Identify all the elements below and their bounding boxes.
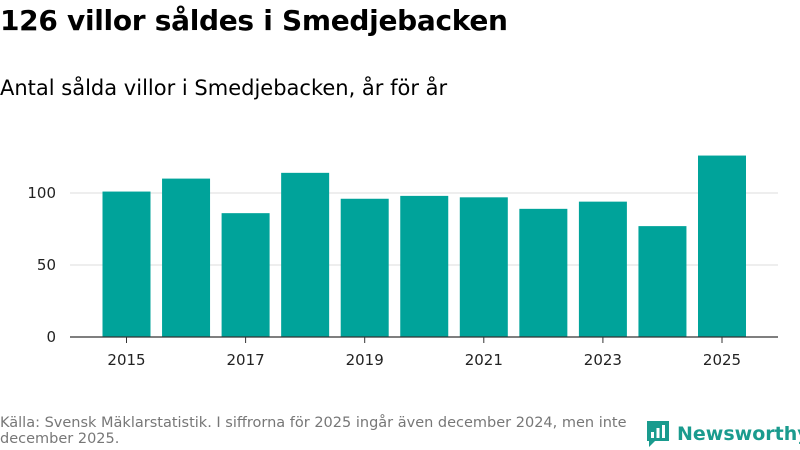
bar-2023 <box>578 201 627 337</box>
bar-2025 <box>698 155 746 337</box>
brand-logo: Newsworthy <box>645 419 800 449</box>
x-tick-label: 2017 <box>227 351 265 369</box>
x-tick-label: 2023 <box>584 351 622 369</box>
bar-2017 <box>221 213 270 337</box>
bar-2021 <box>459 197 508 337</box>
bar-2020 <box>400 195 449 337</box>
bar-2022 <box>519 208 568 337</box>
x-tick-label: 2025 <box>703 351 741 369</box>
brand-name: Newsworthy <box>677 423 800 445</box>
bar-2016 <box>162 178 211 337</box>
bar-2019 <box>340 198 389 337</box>
x-tick-label: 2021 <box>465 351 503 369</box>
y-tick-label: 0 <box>46 328 56 346</box>
chart-subtitle: Antal sålda villor i Smedjebacken, år fö… <box>0 76 448 100</box>
y-tick-label: 50 <box>37 256 56 274</box>
source-note: Källa: Svensk Mäklarstatistik. I siffror… <box>0 415 627 447</box>
bar-2015 <box>102 191 151 337</box>
x-tick-label: 2015 <box>107 351 145 369</box>
y-tick-label: 100 <box>27 184 56 202</box>
bar-2024 <box>638 226 687 337</box>
bar-2018 <box>281 172 330 337</box>
x-tick-label: 2019 <box>346 351 384 369</box>
chart-title: 126 villor såldes i Smedjebacken <box>0 4 508 37</box>
newsworthy-logo-icon <box>647 421 669 447</box>
bar-chart: 0 50 100 2015 2017 2019 2021 2023 2025 <box>27 155 778 369</box>
